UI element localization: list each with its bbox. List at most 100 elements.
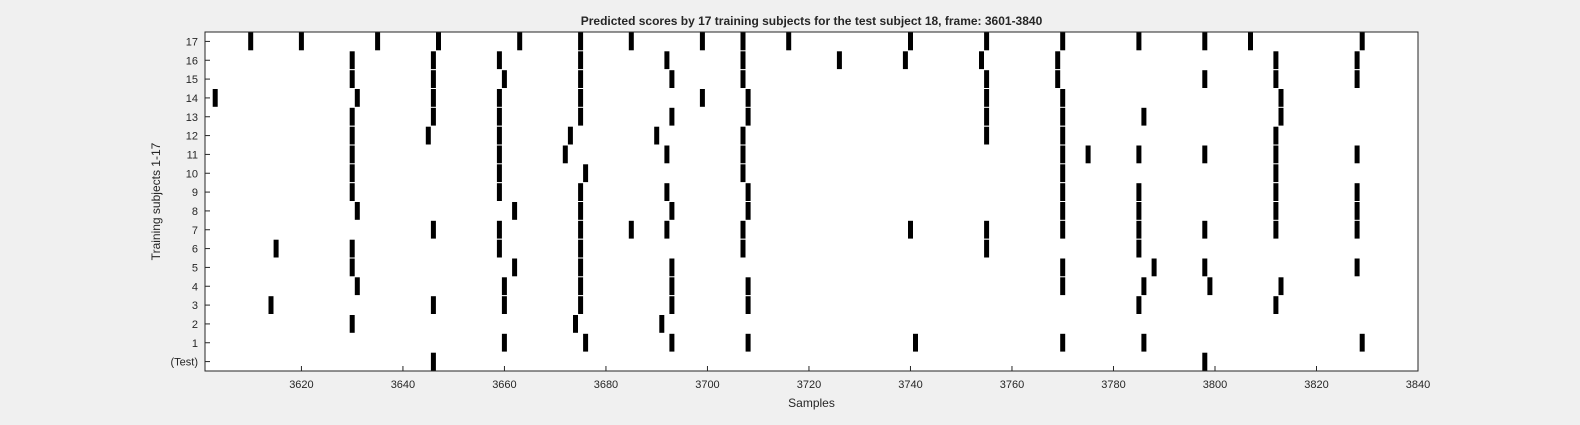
event-mark	[268, 296, 274, 314]
event-mark	[745, 202, 751, 220]
event-mark	[1354, 258, 1360, 277]
event-mark	[745, 333, 751, 352]
y-tick-label: 8	[192, 206, 198, 218]
x-tick-label: 3720	[797, 379, 821, 391]
plot-frame	[204, 31, 1419, 372]
event-mark	[745, 107, 751, 126]
event-mark	[496, 164, 502, 183]
event-mark	[578, 202, 584, 220]
event-mark	[699, 32, 705, 51]
event-mark	[1060, 107, 1066, 126]
event-mark	[1060, 277, 1066, 296]
event-mark	[273, 239, 279, 258]
event-mark	[496, 239, 502, 258]
event-mark	[578, 89, 584, 107]
event-mark	[669, 277, 675, 296]
event-mark	[1273, 70, 1279, 88]
event-mark	[984, 32, 990, 51]
x-axis-ticks: 3620 3640 3660 3680 3700 3720 3740 3760 3780 3800…	[289, 366, 1430, 391]
y-tick-label: 9	[192, 187, 198, 199]
event-mark	[1141, 277, 1147, 296]
event-mark	[578, 220, 584, 239]
x-tick-label: 3820	[1304, 379, 1328, 391]
event-mark	[984, 126, 990, 145]
event-mark	[562, 145, 568, 164]
event-mark	[984, 239, 990, 258]
event-mark	[1060, 89, 1066, 107]
event-mark	[1354, 183, 1360, 201]
event-mark	[501, 296, 507, 314]
event-mark	[517, 32, 523, 51]
event-mark	[1202, 70, 1208, 88]
event-mark	[979, 51, 984, 70]
event-mark	[430, 70, 436, 88]
event-mark	[375, 32, 381, 51]
event-mark	[354, 202, 360, 220]
x-tick-label: 3640	[391, 379, 415, 391]
x-axis-label: Samples	[788, 396, 835, 410]
event-mark	[1136, 239, 1142, 258]
event-mark	[1354, 51, 1360, 70]
event-mark	[583, 333, 589, 352]
plot-area	[205, 32, 1418, 371]
event-mark	[1273, 145, 1279, 164]
event-mark	[501, 70, 507, 88]
event-mark	[578, 296, 584, 314]
event-mark	[496, 126, 502, 145]
event-mark	[501, 277, 507, 296]
event-mark	[496, 107, 502, 126]
event-mark	[908, 32, 913, 51]
event-mark	[496, 51, 502, 70]
event-mark	[1060, 202, 1066, 220]
event-mark	[664, 145, 670, 164]
event-mark	[786, 32, 792, 51]
event-mark	[740, 239, 746, 258]
y-tick-label: 13	[186, 112, 198, 124]
x-tick-label: 3660	[492, 379, 516, 391]
x-tick-label: 3780	[1101, 379, 1125, 391]
x-tick-label: 3840	[1406, 379, 1430, 391]
event-mark	[740, 220, 746, 239]
event-mark	[1278, 277, 1284, 296]
event-mark	[349, 164, 355, 183]
event-mark	[496, 220, 502, 239]
x-tick-label: 3680	[594, 379, 618, 391]
y-tick-label: 14	[186, 93, 198, 105]
event-mark	[1273, 220, 1279, 239]
event-mark	[1248, 32, 1253, 51]
event-mark	[1359, 32, 1365, 51]
event-mark	[496, 145, 502, 164]
event-mark	[740, 145, 746, 164]
event-mark	[740, 70, 746, 88]
y-tick-label: (Test)	[171, 357, 199, 369]
y-tick-label: 6	[192, 244, 198, 256]
event-mark	[628, 32, 634, 51]
event-mark	[349, 145, 355, 164]
event-mark	[1273, 164, 1279, 183]
event-mark	[664, 51, 670, 70]
event-mark	[1202, 32, 1208, 51]
event-mark	[669, 258, 675, 277]
event-mark	[984, 70, 990, 88]
event-mark	[1202, 258, 1208, 277]
y-tick-label: 16	[186, 55, 198, 67]
event-mark	[349, 183, 355, 201]
event-mark	[1085, 145, 1091, 164]
event-mark	[430, 296, 436, 314]
event-mark	[349, 51, 355, 70]
event-mark	[1136, 202, 1142, 220]
event-mark	[578, 258, 584, 277]
event-mark	[984, 89, 990, 107]
event-mark	[212, 89, 218, 107]
event-mark	[902, 51, 908, 70]
event-mark	[836, 51, 842, 70]
event-mark	[669, 70, 675, 88]
y-tick-label: 4	[192, 281, 198, 293]
event-mark	[669, 296, 675, 314]
event-mark	[512, 258, 518, 277]
event-mark	[1359, 333, 1365, 352]
event-mark	[501, 333, 507, 352]
event-mark	[740, 126, 746, 145]
